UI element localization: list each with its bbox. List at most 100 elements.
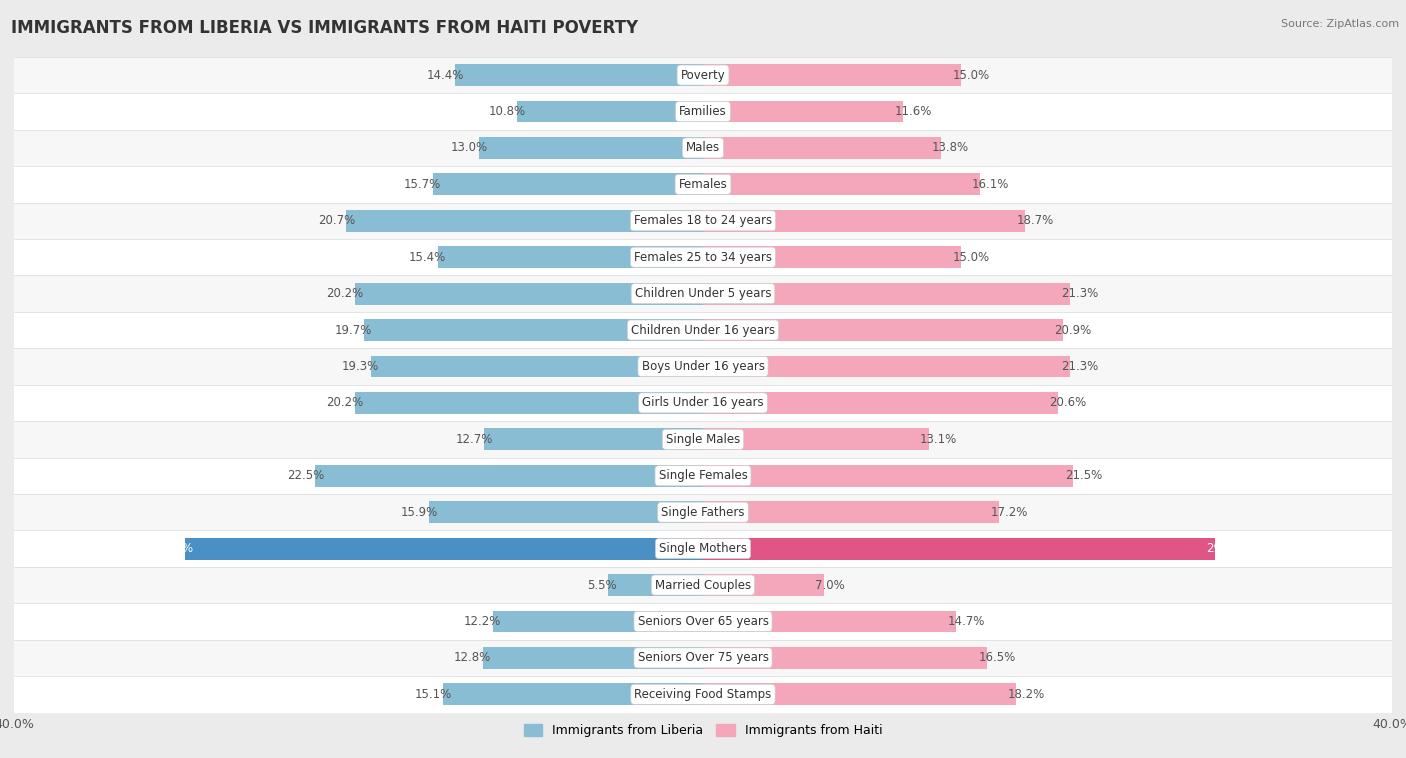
Bar [14,312,1392,348]
Bar [703,392,1057,414]
Text: 15.7%: 15.7% [404,178,441,191]
Bar [14,458,1392,494]
Bar [14,421,1392,458]
Text: 11.6%: 11.6% [894,105,932,118]
Text: Families: Families [679,105,727,118]
Text: 20.6%: 20.6% [1049,396,1087,409]
Text: Seniors Over 75 years: Seniors Over 75 years [637,651,769,664]
Bar [14,385,1392,421]
Bar [364,319,703,341]
Bar [14,239,1392,275]
Text: IMMIGRANTS FROM LIBERIA VS IMMIGRANTS FROM HAITI POVERTY: IMMIGRANTS FROM LIBERIA VS IMMIGRANTS FR… [11,19,638,37]
Text: Females 25 to 34 years: Females 25 to 34 years [634,251,772,264]
Bar [356,283,703,305]
Bar [703,465,1073,487]
Bar [703,174,980,196]
Text: Boys Under 16 years: Boys Under 16 years [641,360,765,373]
Bar [494,610,703,632]
Text: Girls Under 16 years: Girls Under 16 years [643,396,763,409]
Text: 22.5%: 22.5% [287,469,323,482]
Bar [356,392,703,414]
Bar [703,647,987,669]
Text: 14.7%: 14.7% [948,615,986,628]
Bar [14,57,1392,93]
Text: Females 18 to 24 years: Females 18 to 24 years [634,215,772,227]
Bar [456,64,703,86]
Text: 5.5%: 5.5% [588,578,617,591]
Bar [484,428,703,450]
Bar [703,356,1070,377]
Bar [703,684,1017,705]
Bar [703,283,1070,305]
Bar [14,531,1392,567]
Bar [14,676,1392,713]
Bar [433,174,703,196]
Bar [14,275,1392,312]
Text: 15.1%: 15.1% [415,688,451,701]
Text: 12.8%: 12.8% [454,651,491,664]
Text: 29.7%: 29.7% [1206,542,1243,555]
Bar [479,137,703,159]
Text: 17.2%: 17.2% [991,506,1028,518]
Bar [437,246,703,268]
Text: 19.7%: 19.7% [335,324,373,337]
Legend: Immigrants from Liberia, Immigrants from Haiti: Immigrants from Liberia, Immigrants from… [519,719,887,742]
Text: 20.2%: 20.2% [326,287,364,300]
Text: 21.3%: 21.3% [1062,287,1098,300]
Bar [703,610,956,632]
Text: Males: Males [686,142,720,155]
Text: 21.3%: 21.3% [1062,360,1098,373]
Bar [703,246,962,268]
Text: 13.1%: 13.1% [920,433,957,446]
Bar [703,210,1025,232]
Text: 21.5%: 21.5% [1064,469,1102,482]
Text: 16.1%: 16.1% [972,178,1010,191]
Bar [371,356,703,377]
Bar [609,574,703,596]
Bar [703,101,903,123]
Text: Single Females: Single Females [658,469,748,482]
Text: 15.9%: 15.9% [401,506,437,518]
Bar [14,130,1392,166]
Text: 13.8%: 13.8% [932,142,969,155]
Text: 15.0%: 15.0% [953,68,990,82]
Bar [14,348,1392,385]
Bar [14,494,1392,531]
Bar [184,537,703,559]
Text: 14.4%: 14.4% [426,68,464,82]
Bar [14,640,1392,676]
Bar [14,93,1392,130]
Text: 30.1%: 30.1% [156,542,193,555]
Bar [517,101,703,123]
Bar [429,501,703,523]
Text: Receiving Food Stamps: Receiving Food Stamps [634,688,772,701]
Bar [482,647,703,669]
Text: 10.8%: 10.8% [488,105,526,118]
Text: 20.7%: 20.7% [318,215,356,227]
Bar [703,501,1000,523]
Bar [14,202,1392,239]
Text: Single Males: Single Males [666,433,740,446]
Bar [443,684,703,705]
Text: Poverty: Poverty [681,68,725,82]
Text: Children Under 16 years: Children Under 16 years [631,324,775,337]
Text: 18.7%: 18.7% [1017,215,1053,227]
Text: 16.5%: 16.5% [979,651,1015,664]
Text: Single Mothers: Single Mothers [659,542,747,555]
Text: 12.2%: 12.2% [464,615,502,628]
Text: Seniors Over 65 years: Seniors Over 65 years [637,615,769,628]
Text: 15.0%: 15.0% [953,251,990,264]
Text: Children Under 5 years: Children Under 5 years [634,287,772,300]
Bar [703,137,941,159]
Text: Females: Females [679,178,727,191]
Text: 18.2%: 18.2% [1008,688,1045,701]
Bar [703,537,1215,559]
Text: 13.0%: 13.0% [450,142,488,155]
Text: Married Couples: Married Couples [655,578,751,591]
Bar [346,210,703,232]
Text: 15.4%: 15.4% [409,251,446,264]
Text: 20.2%: 20.2% [326,396,364,409]
Text: 7.0%: 7.0% [815,578,845,591]
Bar [703,428,928,450]
Text: Single Fathers: Single Fathers [661,506,745,518]
